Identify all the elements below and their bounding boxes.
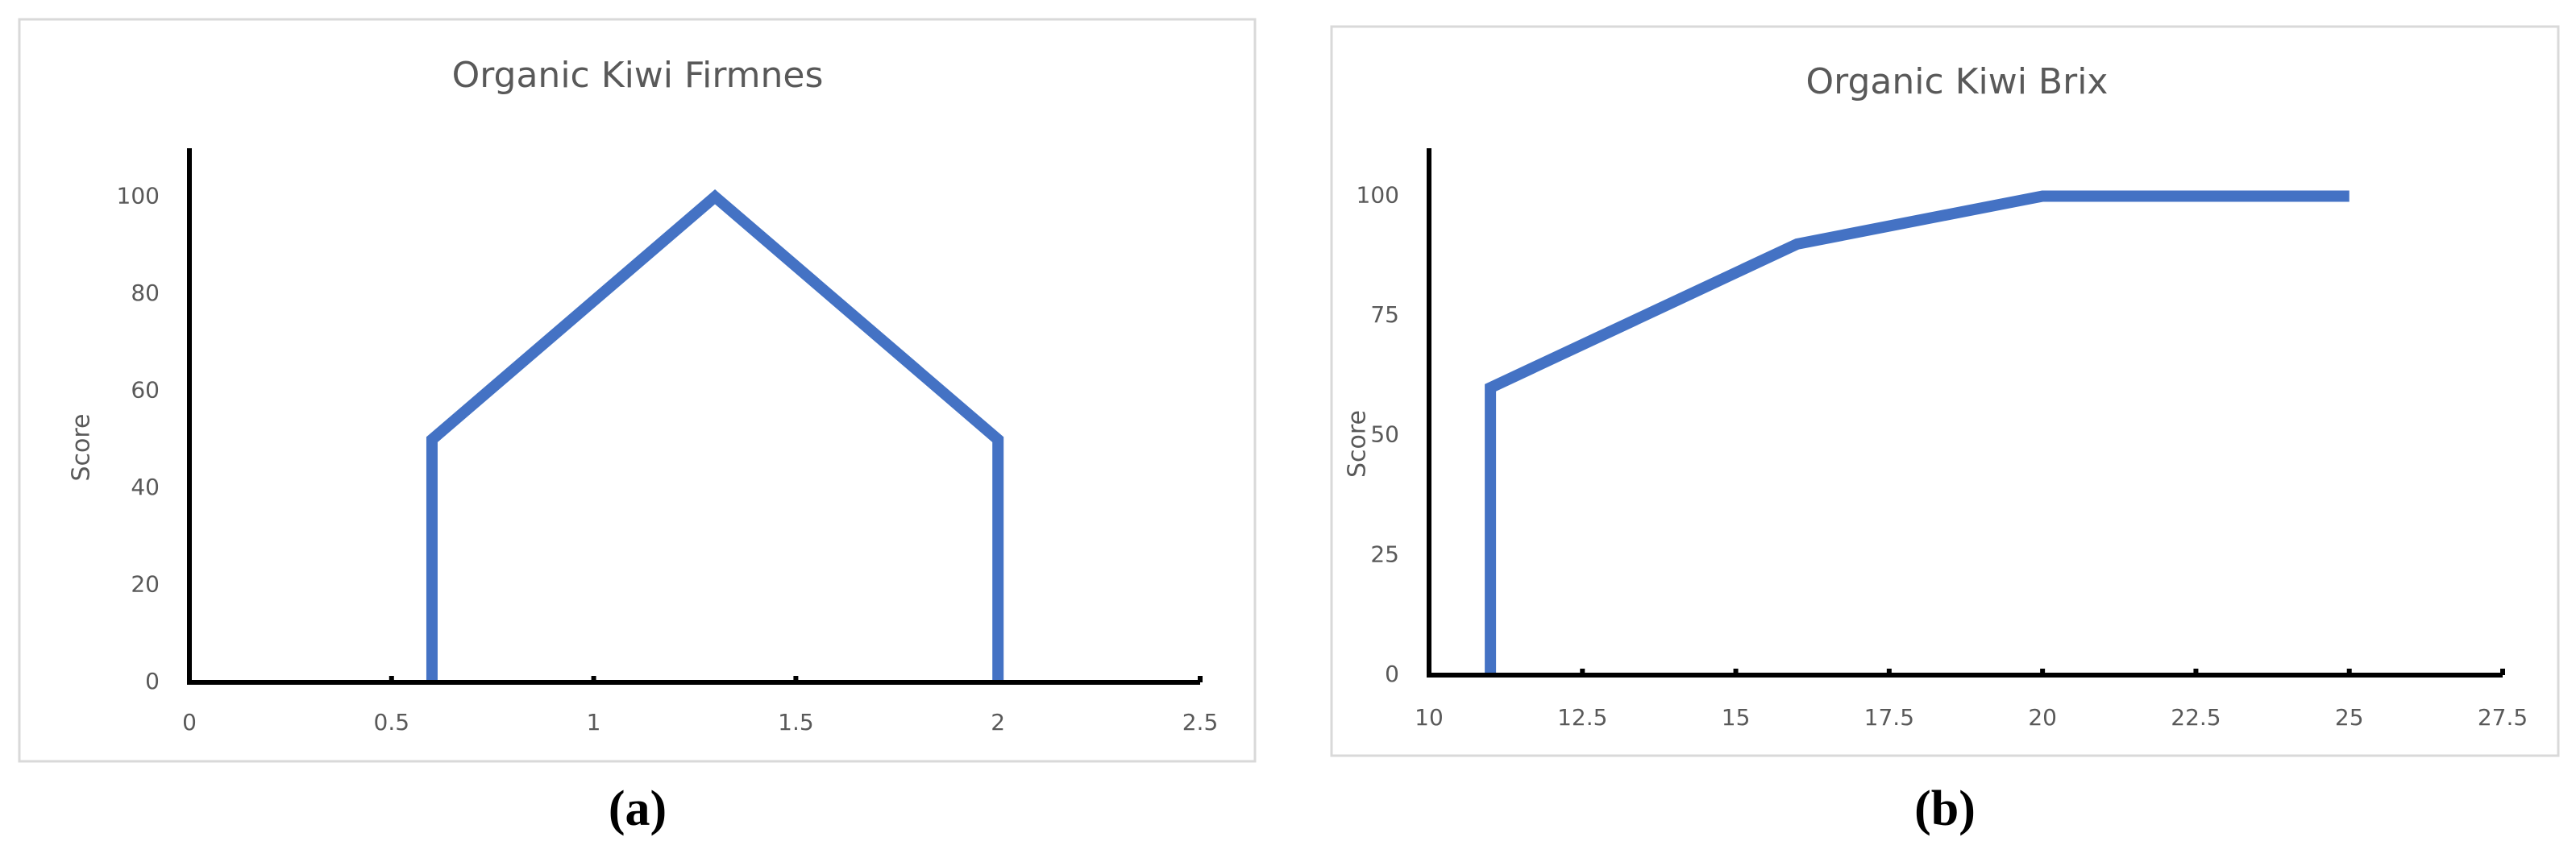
x-tick-label: 0.5 [374, 709, 410, 736]
chart-frame [1330, 25, 2560, 757]
x-tick-label: 12.5 [1557, 704, 1607, 731]
y-tick-label: 0 [1385, 661, 1399, 687]
y-tick-label: 75 [1370, 301, 1399, 328]
x-tick-label: 2.5 [1182, 709, 1219, 736]
y-tick-label: 20 [131, 570, 160, 597]
x-tick-label: 17.5 [1864, 704, 1914, 731]
y-tick-label: 25 [1370, 541, 1399, 567]
caption: (a) [609, 781, 667, 836]
y-tick-label: 40 [131, 474, 160, 500]
y-tick-label: 100 [117, 182, 160, 209]
x-tick-label: 0 [182, 709, 197, 736]
x-tick-label: 1.5 [778, 709, 814, 736]
chart-title: Organic Kiwi Brix [1806, 61, 2109, 102]
chart-title: Organic Kiwi Firmnes [452, 55, 824, 96]
chart-frame [18, 18, 1257, 763]
x-tick-label: 27.5 [2478, 704, 2528, 731]
y-axis-title: Score [1344, 410, 1372, 478]
y-tick-label: 0 [145, 668, 160, 694]
data-line [1485, 190, 2350, 675]
y-tick-label: 100 [1357, 181, 1399, 208]
x-tick-label: 20 [2028, 704, 2057, 731]
x-tick-label: 15 [1722, 704, 1751, 731]
caption: (b) [1914, 781, 1976, 836]
y-tick-label: 80 [131, 280, 160, 306]
y-tick-label: 60 [131, 376, 160, 403]
x-tick-label: 10 [1415, 704, 1444, 731]
y-axis-title: Score [68, 413, 96, 481]
x-tick-label: 2 [991, 709, 1005, 736]
x-tick-label: 22.5 [2171, 704, 2221, 731]
x-tick-label: 25 [2335, 704, 2364, 731]
y-tick-label: 50 [1370, 421, 1399, 448]
data-line [426, 189, 1004, 682]
x-tick-label: 1 [587, 709, 601, 736]
